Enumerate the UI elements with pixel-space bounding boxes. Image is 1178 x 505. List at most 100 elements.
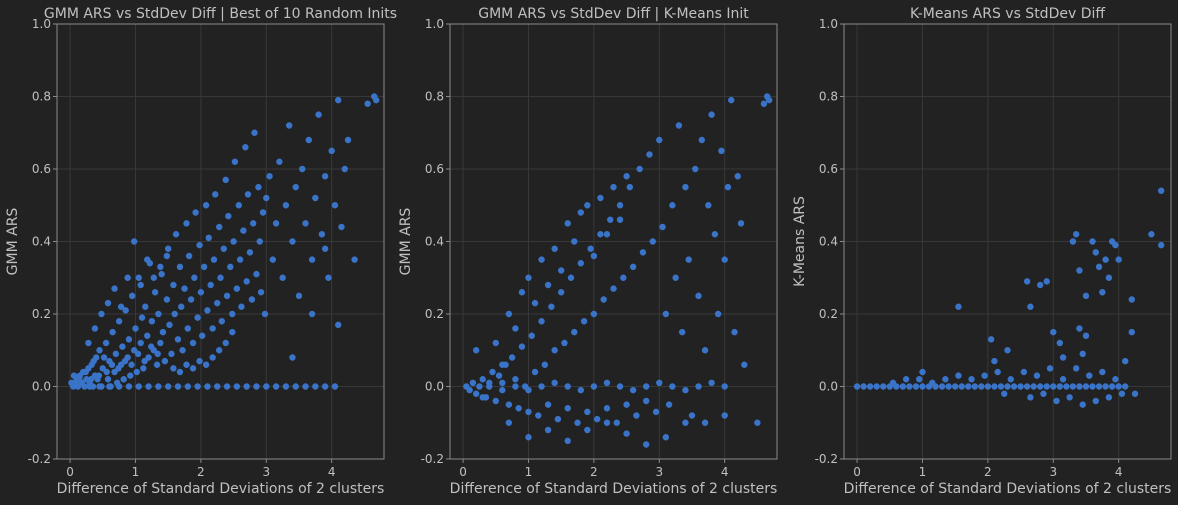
data-point — [590, 383, 598, 390]
data-point — [554, 415, 562, 423]
data-point — [189, 365, 197, 372]
data-point — [557, 267, 565, 274]
data-point — [172, 231, 180, 238]
y-tick-label: 0.0 — [32, 380, 51, 394]
data-point — [1040, 390, 1047, 397]
data-point — [321, 383, 329, 390]
data-point — [718, 147, 725, 155]
data-point — [616, 383, 624, 390]
data-point — [109, 328, 116, 336]
data-point — [590, 310, 598, 318]
data-point — [643, 441, 650, 448]
data-point — [577, 260, 584, 267]
data-point — [158, 270, 165, 278]
data-point — [196, 357, 203, 365]
data-point — [721, 256, 728, 263]
data-point — [344, 136, 352, 144]
data-point — [76, 376, 83, 383]
y-tick-label: 0.6 — [819, 162, 838, 176]
data-point — [253, 270, 260, 278]
data-point — [626, 183, 634, 191]
data-point — [233, 383, 241, 390]
x-axis-label: Difference of Standard Deviations of 2 c… — [844, 481, 1172, 497]
data-point — [955, 372, 962, 379]
data-point — [209, 325, 216, 332]
data-point — [678, 328, 686, 336]
data-point — [90, 357, 97, 365]
data-point — [292, 183, 299, 191]
data-point — [688, 412, 696, 419]
data-point — [1079, 401, 1086, 408]
data-point — [528, 332, 535, 339]
data-point — [121, 357, 129, 365]
data-point — [1079, 350, 1086, 358]
y-tick-label: 0.8 — [425, 90, 444, 104]
data-point — [590, 252, 598, 260]
data-point — [616, 202, 624, 209]
data-point — [214, 299, 221, 307]
data-point — [1112, 376, 1119, 383]
chart-title: GMM ARS vs StdDev Diff | K-Means Init — [478, 6, 749, 22]
data-point — [853, 383, 861, 390]
data-point — [351, 256, 358, 263]
data-point — [584, 408, 591, 416]
data-point — [1076, 383, 1083, 390]
data-point — [134, 350, 142, 358]
data-point — [672, 274, 679, 281]
data-point — [168, 350, 175, 358]
data-point — [1063, 383, 1070, 390]
data-point — [942, 376, 949, 383]
y-axis-label: GMM ARS — [5, 208, 21, 276]
data-point — [299, 165, 306, 173]
data-point — [1112, 241, 1119, 249]
data-point — [1108, 383, 1116, 390]
data-point — [593, 415, 601, 423]
data-point — [525, 386, 532, 394]
data-point — [685, 256, 692, 263]
data-point — [142, 303, 149, 310]
data-point — [682, 419, 689, 426]
data-point — [205, 234, 212, 242]
y-axis-label: K-Means ARS — [792, 196, 808, 287]
data-point — [155, 383, 162, 390]
data-point — [321, 173, 329, 180]
data-point — [243, 383, 250, 390]
data-point — [899, 383, 907, 390]
data-point — [984, 383, 992, 390]
data-point — [603, 405, 611, 412]
data-point — [215, 223, 223, 231]
y-tick-label: 1.0 — [819, 17, 838, 31]
data-point — [955, 303, 962, 310]
data-point — [714, 310, 722, 318]
data-point — [580, 318, 588, 325]
data-point — [102, 339, 110, 347]
data-point — [665, 401, 673, 408]
y-axis-label: GMM ARS — [398, 208, 414, 276]
data-point — [564, 383, 571, 390]
data-point — [248, 296, 256, 303]
data-point — [242, 144, 249, 151]
data-point — [538, 256, 545, 263]
data-point — [656, 379, 663, 387]
data-point — [308, 256, 316, 263]
data-point — [912, 383, 920, 390]
data-point — [170, 365, 177, 372]
data-point — [129, 292, 136, 300]
data-point — [499, 386, 506, 394]
data-point — [328, 147, 335, 155]
data-point — [544, 401, 552, 408]
data-point — [1122, 383, 1129, 390]
y-tick-label: 0.2 — [32, 307, 51, 321]
x-tick-label: 0 — [459, 465, 467, 479]
data-point — [1128, 296, 1135, 303]
data-point — [197, 289, 205, 296]
data-point — [137, 339, 144, 347]
data-point — [1082, 383, 1090, 390]
data-point — [860, 383, 867, 390]
data-point — [656, 136, 663, 144]
data-point — [492, 339, 499, 347]
data-point — [276, 158, 283, 165]
data-point — [223, 383, 231, 390]
data-point — [1082, 292, 1090, 300]
